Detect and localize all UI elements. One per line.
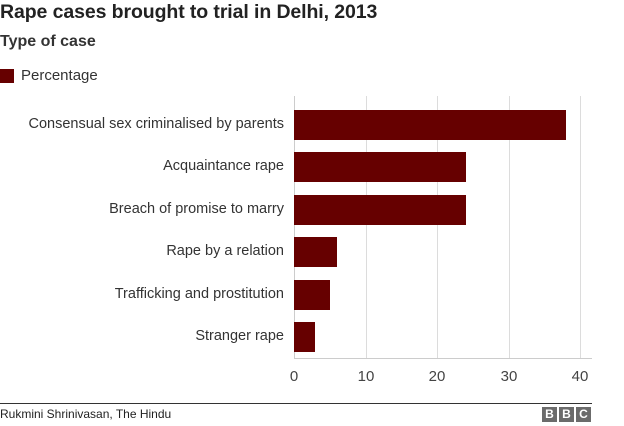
legend-label: Percentage xyxy=(21,67,98,84)
gridline xyxy=(366,96,367,358)
category-label: Rape by a relation xyxy=(166,243,284,259)
source-credit: Rukmini Shrinivasan, The Hindu xyxy=(0,407,172,421)
category-label: Stranger rape xyxy=(195,328,284,344)
gridline xyxy=(509,96,510,358)
category-label: Breach of promise to marry xyxy=(109,201,284,217)
bar xyxy=(294,322,315,352)
footer-divider xyxy=(0,403,592,404)
bar xyxy=(294,195,466,225)
bar xyxy=(294,237,337,267)
bbc-logo: B B C xyxy=(542,407,591,422)
y-axis-line xyxy=(294,96,295,358)
category-label: Acquaintance rape xyxy=(163,158,284,174)
bbc-logo-letter: B xyxy=(559,407,574,422)
x-tick-label: 0 xyxy=(289,368,299,385)
category-label: Trafficking and prostitution xyxy=(114,286,284,302)
x-tick-label: 30 xyxy=(500,368,518,385)
chart-title: Rape cases brought to trial in Delhi, 20… xyxy=(0,1,378,23)
legend: Percentage xyxy=(0,67,98,84)
bar xyxy=(294,280,330,310)
legend-swatch xyxy=(0,68,14,83)
x-tick-label: 10 xyxy=(357,368,375,385)
x-tick-label: 40 xyxy=(571,368,589,385)
bbc-logo-letter: C xyxy=(576,407,591,422)
bar xyxy=(294,152,466,182)
bbc-logo-letter: B xyxy=(542,407,557,422)
category-label: Consensual sex criminalised by parents xyxy=(28,116,285,132)
x-axis-line xyxy=(294,358,592,359)
bar xyxy=(294,110,566,140)
x-tick-label: 20 xyxy=(428,368,446,385)
gridline xyxy=(580,96,581,358)
gridline xyxy=(437,96,438,358)
chart-subtitle: Type of case xyxy=(0,33,96,50)
